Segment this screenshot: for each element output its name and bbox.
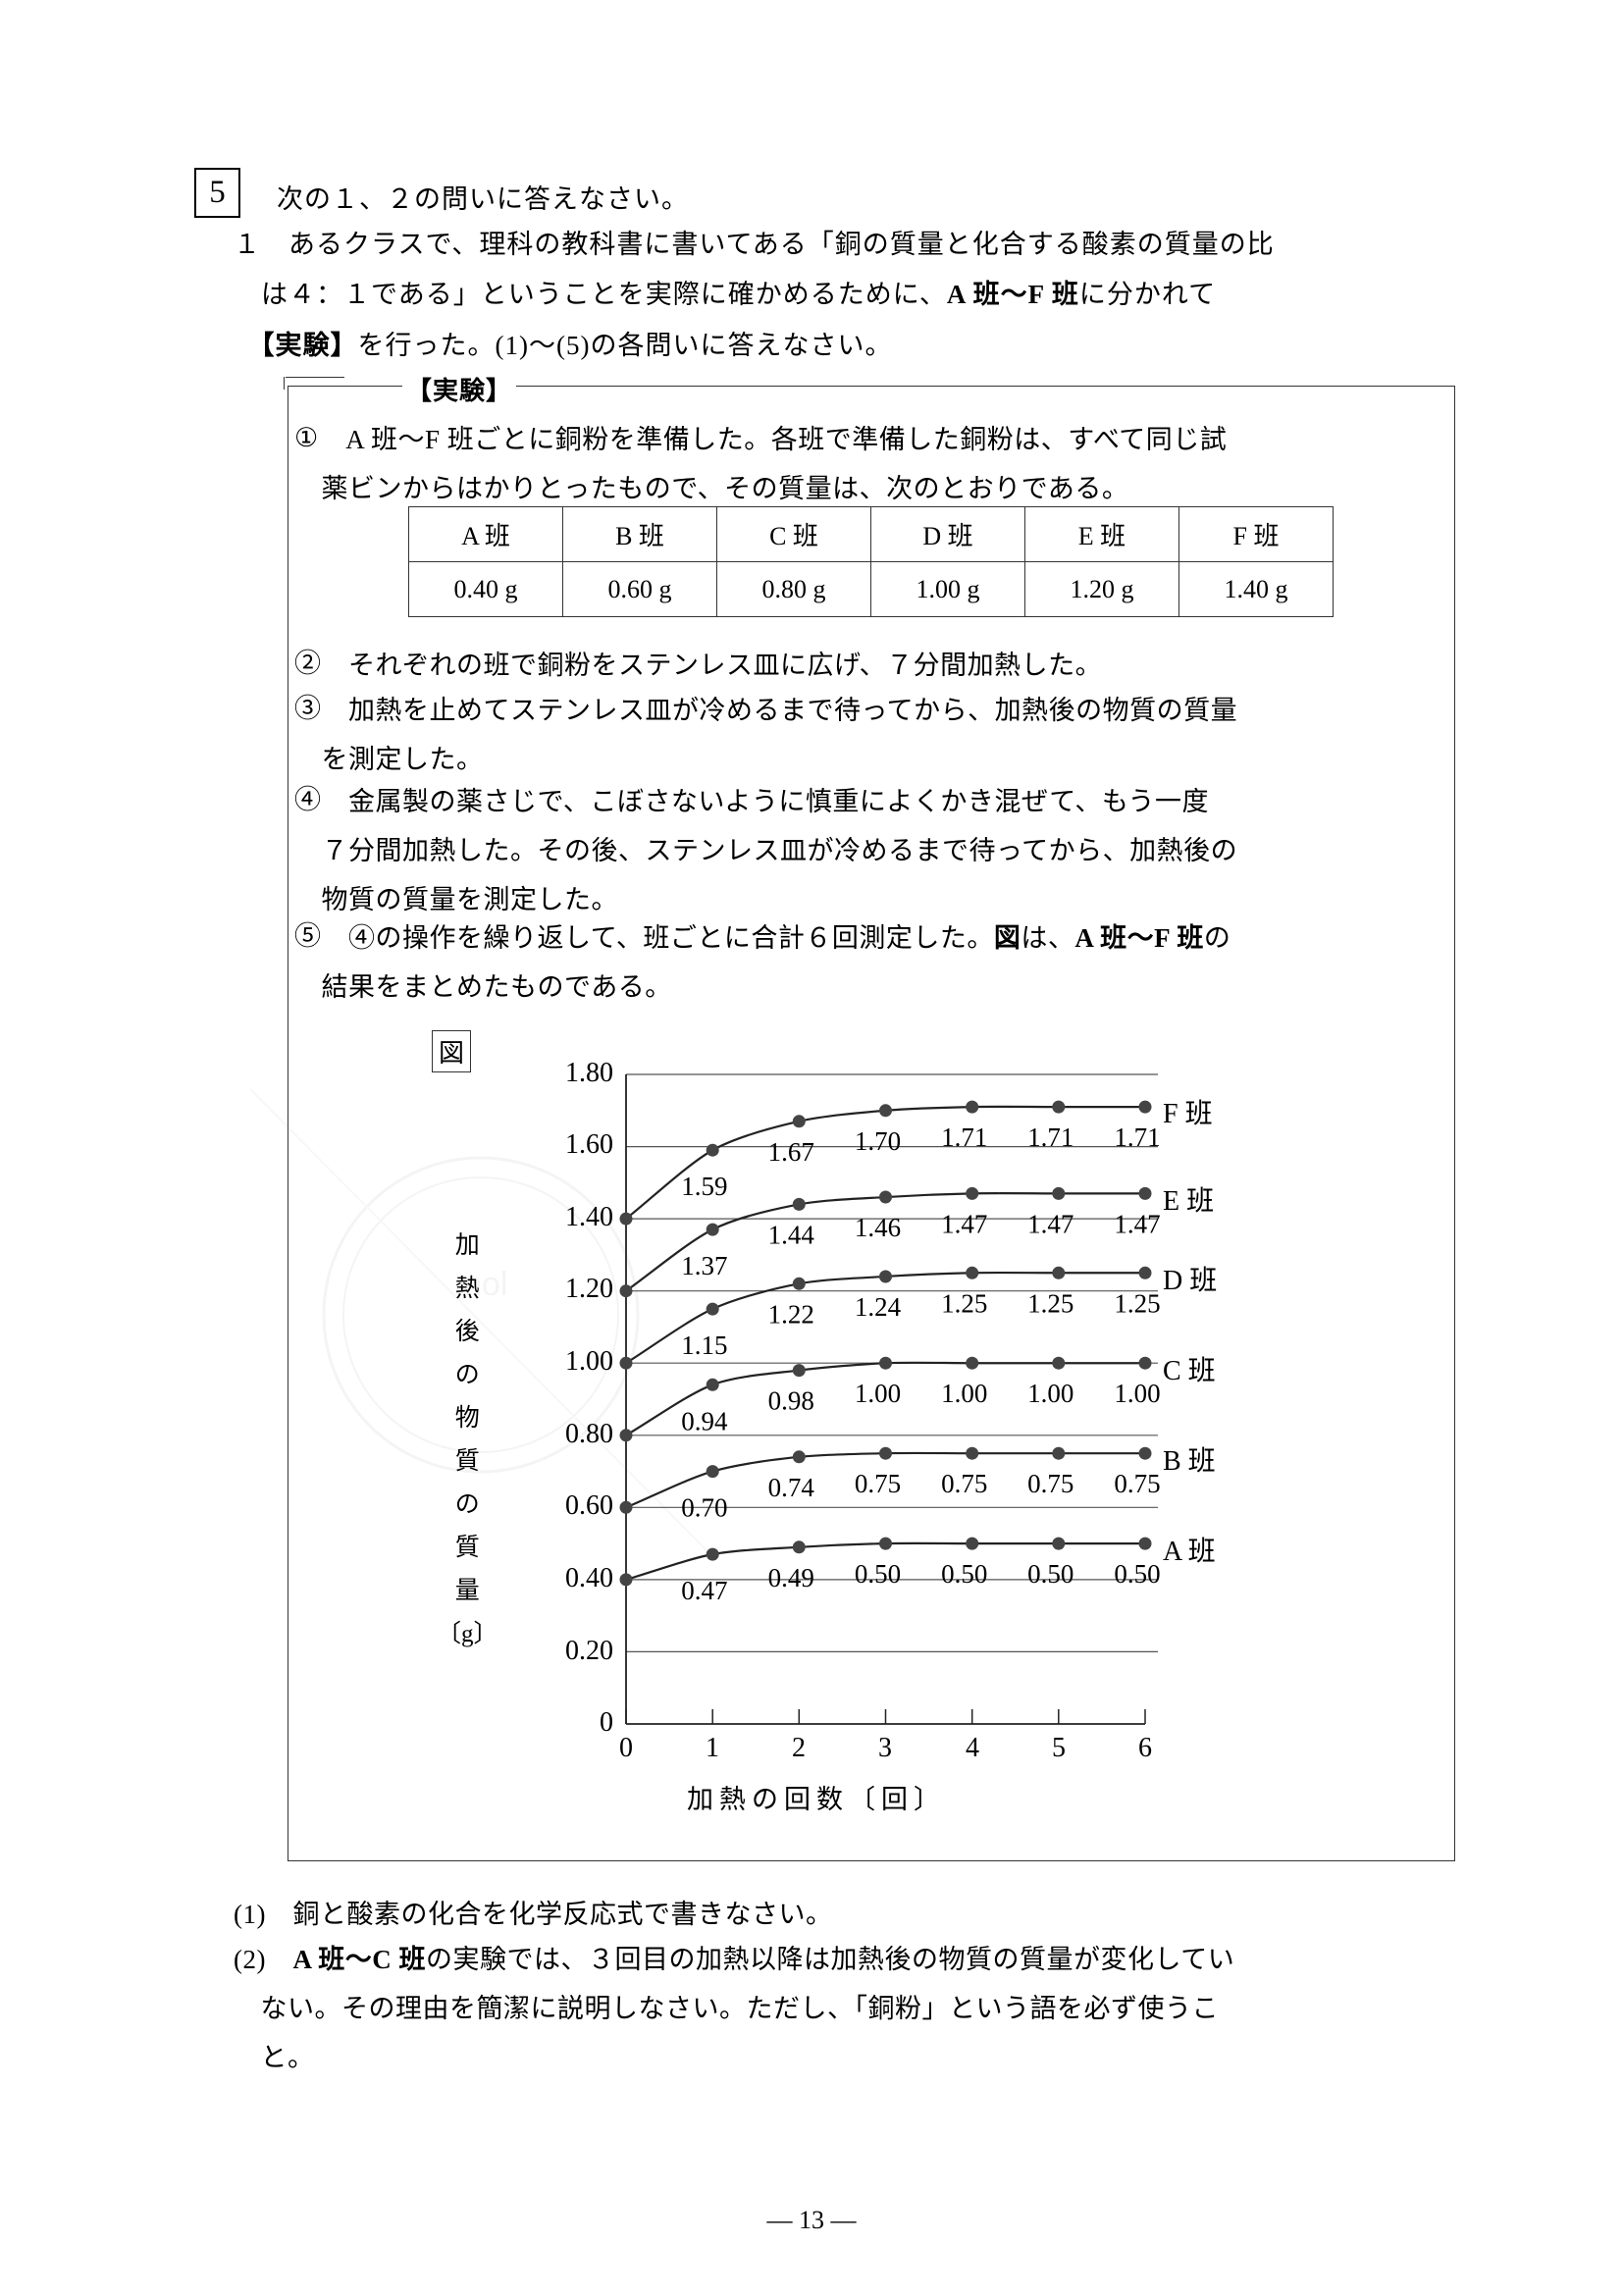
svg-text:1.22: 1.22: [768, 1299, 814, 1329]
svg-text:1.67: 1.67: [768, 1137, 814, 1167]
svg-text:1.15: 1.15: [681, 1331, 727, 1360]
svg-text:0.70: 0.70: [681, 1493, 727, 1523]
svg-text:1.25: 1.25: [1027, 1288, 1073, 1318]
svg-text:1.46: 1.46: [855, 1213, 901, 1242]
svg-text:1.59: 1.59: [681, 1172, 727, 1201]
svg-text:1.25: 1.25: [1114, 1288, 1160, 1318]
svg-text:1.00: 1.00: [941, 1379, 987, 1408]
svg-text:1.47: 1.47: [1114, 1209, 1160, 1238]
svg-text:0.75: 0.75: [1114, 1469, 1160, 1498]
svg-text:1.37: 1.37: [681, 1251, 727, 1280]
svg-text:1.71: 1.71: [1027, 1122, 1073, 1152]
svg-text:0.50: 0.50: [855, 1559, 901, 1589]
svg-text:0.50: 0.50: [941, 1559, 987, 1589]
svg-text:1.47: 1.47: [941, 1209, 987, 1238]
svg-text:1.71: 1.71: [941, 1122, 987, 1152]
svg-text:1.44: 1.44: [768, 1220, 815, 1249]
svg-text:1.25: 1.25: [941, 1288, 987, 1318]
svg-text:0.75: 0.75: [855, 1469, 901, 1498]
svg-text:0.75: 0.75: [1027, 1469, 1073, 1498]
svg-text:1.71: 1.71: [1114, 1122, 1160, 1152]
svg-text:1.70: 1.70: [855, 1126, 901, 1156]
svg-text:1.47: 1.47: [1027, 1209, 1073, 1238]
svg-text:1.00: 1.00: [855, 1379, 901, 1408]
svg-text:0.75: 0.75: [941, 1469, 987, 1498]
svg-text:1.00: 1.00: [1027, 1379, 1073, 1408]
svg-text:0.49: 0.49: [768, 1563, 814, 1592]
svg-text:1.24: 1.24: [855, 1292, 902, 1322]
svg-text:0.50: 0.50: [1114, 1559, 1160, 1589]
svg-text:0.74: 0.74: [768, 1473, 815, 1502]
svg-text:0.47: 0.47: [681, 1576, 727, 1605]
svg-text:0.98: 0.98: [768, 1386, 814, 1416]
svg-text:0.50: 0.50: [1027, 1559, 1073, 1589]
svg-text:0.94: 0.94: [681, 1406, 728, 1435]
svg-text:1.00: 1.00: [1114, 1379, 1160, 1408]
